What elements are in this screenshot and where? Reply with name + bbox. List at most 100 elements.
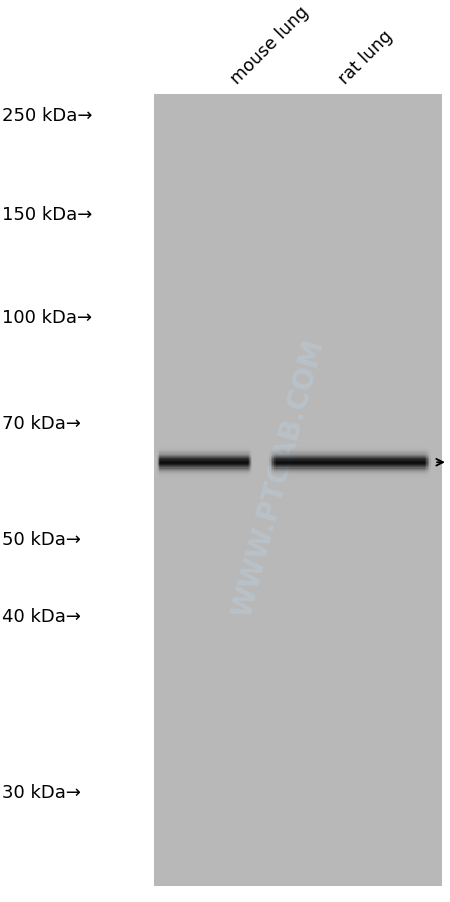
Bar bbox=[184, 452, 185, 453]
Bar bbox=[271, 464, 272, 465]
Bar bbox=[421, 453, 423, 454]
Bar bbox=[346, 469, 348, 470]
Bar bbox=[195, 449, 196, 451]
Bar bbox=[402, 473, 403, 474]
Bar bbox=[248, 464, 249, 465]
Bar bbox=[295, 464, 297, 465]
Bar bbox=[206, 465, 207, 466]
Bar bbox=[367, 468, 369, 469]
Bar bbox=[356, 473, 357, 474]
Bar bbox=[231, 459, 232, 460]
Bar bbox=[168, 473, 169, 474]
Bar bbox=[168, 462, 169, 464]
Bar bbox=[219, 468, 220, 469]
Bar bbox=[178, 476, 179, 477]
Bar bbox=[339, 447, 341, 448]
Bar bbox=[219, 448, 220, 449]
Bar bbox=[330, 465, 331, 466]
Bar bbox=[302, 474, 303, 476]
Bar bbox=[297, 449, 298, 451]
Bar bbox=[315, 447, 316, 448]
Bar bbox=[228, 462, 229, 464]
Bar bbox=[406, 473, 408, 474]
Bar bbox=[276, 452, 277, 453]
Bar bbox=[182, 472, 183, 473]
Bar bbox=[408, 454, 410, 456]
Bar bbox=[284, 447, 285, 448]
Bar bbox=[196, 477, 197, 478]
Bar bbox=[429, 453, 431, 454]
Bar bbox=[162, 449, 163, 451]
Bar bbox=[382, 474, 384, 476]
Bar bbox=[167, 449, 168, 451]
Bar bbox=[362, 460, 364, 461]
Bar bbox=[243, 449, 244, 451]
Bar bbox=[290, 453, 292, 454]
Bar bbox=[429, 451, 431, 452]
Bar bbox=[361, 469, 362, 470]
Bar bbox=[243, 460, 244, 461]
Bar bbox=[249, 452, 250, 453]
Bar bbox=[377, 459, 379, 460]
Bar bbox=[276, 469, 277, 470]
Bar bbox=[238, 451, 239, 452]
Bar bbox=[307, 459, 308, 460]
Bar bbox=[361, 462, 362, 464]
Bar bbox=[199, 447, 200, 448]
Bar bbox=[426, 461, 428, 462]
Bar bbox=[295, 462, 297, 464]
Bar bbox=[226, 472, 227, 473]
Bar bbox=[199, 448, 200, 449]
Bar bbox=[349, 449, 351, 451]
Bar bbox=[308, 461, 310, 462]
Bar bbox=[228, 461, 229, 462]
Bar bbox=[226, 473, 227, 474]
Bar bbox=[287, 476, 289, 477]
Bar bbox=[369, 469, 370, 470]
Bar bbox=[351, 473, 352, 474]
Bar bbox=[233, 456, 234, 457]
Bar bbox=[225, 465, 226, 466]
Bar bbox=[287, 472, 289, 473]
Bar bbox=[387, 449, 388, 451]
Bar bbox=[408, 459, 410, 460]
Bar bbox=[393, 466, 395, 468]
Bar bbox=[167, 447, 168, 448]
Bar bbox=[372, 465, 374, 466]
Bar bbox=[374, 472, 375, 473]
Bar bbox=[232, 454, 233, 456]
Bar bbox=[331, 460, 333, 461]
Bar bbox=[192, 470, 193, 472]
Bar bbox=[384, 464, 385, 465]
Bar bbox=[397, 451, 398, 452]
Bar bbox=[192, 477, 193, 478]
Bar bbox=[185, 466, 186, 468]
Bar bbox=[238, 451, 239, 452]
Bar bbox=[336, 452, 338, 453]
Bar bbox=[209, 472, 210, 473]
Bar bbox=[183, 451, 184, 452]
Bar bbox=[188, 459, 189, 460]
Bar bbox=[280, 452, 282, 453]
Bar bbox=[318, 461, 320, 462]
Bar bbox=[318, 476, 320, 477]
Bar bbox=[247, 459, 248, 460]
Bar bbox=[213, 456, 214, 457]
Bar bbox=[375, 464, 377, 465]
Bar bbox=[231, 449, 232, 451]
Bar bbox=[241, 459, 243, 460]
Bar bbox=[185, 468, 186, 469]
Bar bbox=[197, 462, 198, 464]
Bar bbox=[203, 465, 204, 466]
Bar bbox=[231, 452, 232, 453]
Bar bbox=[184, 470, 185, 472]
Bar bbox=[379, 449, 380, 451]
Bar bbox=[240, 465, 241, 466]
Bar bbox=[173, 451, 174, 452]
Bar bbox=[300, 447, 302, 448]
Bar bbox=[398, 457, 400, 459]
Bar bbox=[312, 468, 313, 469]
Bar bbox=[279, 466, 280, 468]
Bar bbox=[220, 452, 221, 453]
Bar bbox=[364, 464, 366, 465]
